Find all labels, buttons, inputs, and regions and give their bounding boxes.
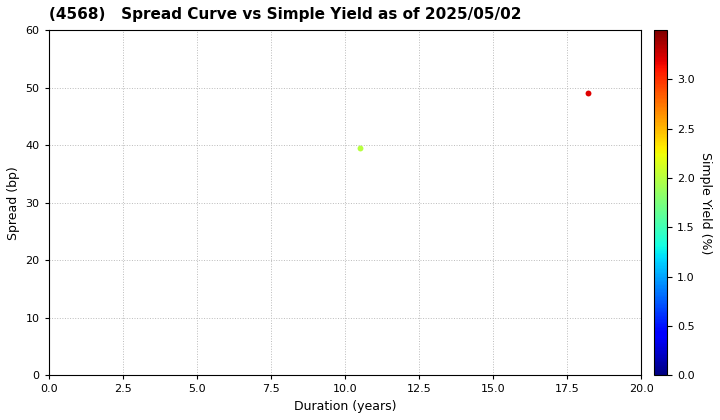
- Point: [354, 145, 366, 152]
- Text: (4568)   Spread Curve vs Simple Yield as of 2025/05/02: (4568) Spread Curve vs Simple Yield as o…: [49, 7, 521, 22]
- Y-axis label: Spread (bp): Spread (bp): [7, 166, 20, 240]
- Point: [582, 90, 593, 97]
- Y-axis label: Simple Yield (%): Simple Yield (%): [698, 152, 711, 254]
- X-axis label: Duration (years): Duration (years): [294, 400, 396, 413]
